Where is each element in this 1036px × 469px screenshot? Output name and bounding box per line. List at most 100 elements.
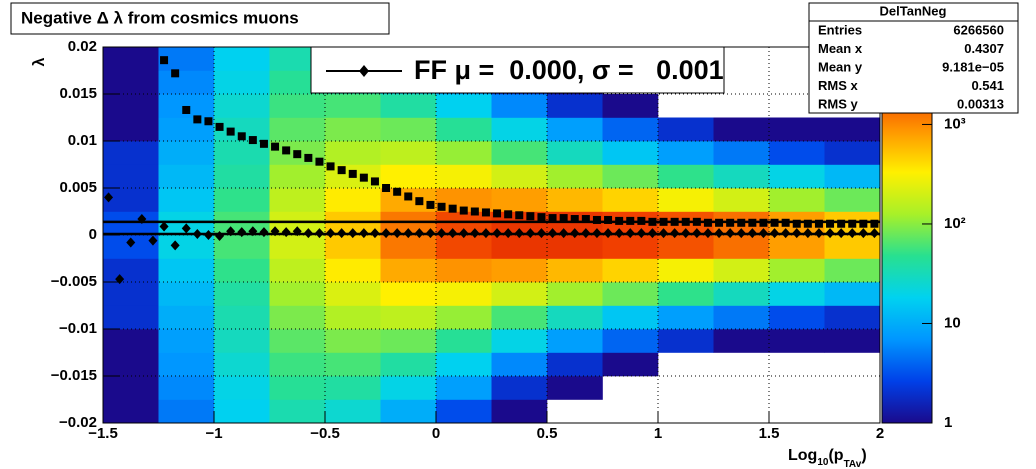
heatmap-cell <box>103 258 159 283</box>
heatmap-cell <box>103 211 159 236</box>
heatmap-cell <box>769 164 825 189</box>
heatmap-cell <box>214 235 270 259</box>
heatmap-cell <box>158 258 215 283</box>
heatmap-cell <box>325 329 381 353</box>
heatmap-cell <box>491 164 548 189</box>
diamond-marker <box>836 228 846 239</box>
diamond-marker <box>115 274 125 285</box>
heatmap-cell <box>658 141 714 165</box>
heatmap-cell <box>547 141 603 165</box>
square-marker <box>826 219 835 228</box>
heatmap-cell <box>380 329 437 353</box>
diamond-marker <box>781 228 791 239</box>
heatmap-cell <box>214 47 270 71</box>
square-marker <box>160 56 169 65</box>
square-marker <box>259 139 268 148</box>
square-marker <box>415 197 424 206</box>
heatmap-cell <box>214 94 270 118</box>
square-marker <box>171 69 180 78</box>
heatmap-cell <box>824 258 881 283</box>
diamond-marker <box>414 228 424 239</box>
heatmap-cell <box>269 399 326 424</box>
square-marker <box>537 213 546 222</box>
heatmap-cell <box>602 141 659 165</box>
y-tick-label: −0.02 <box>59 414 97 431</box>
square-marker <box>293 150 302 159</box>
square-marker <box>715 218 724 227</box>
diamond-marker <box>403 228 413 239</box>
z-tick-label: 1 <box>944 414 952 431</box>
heatmap-cell <box>491 188 548 212</box>
square-marker <box>393 187 402 196</box>
heatmap-cell <box>158 117 215 142</box>
heatmap-cell <box>269 94 326 118</box>
heatmap-cell <box>658 188 714 212</box>
z-tick-label: 10³ <box>944 115 966 132</box>
heatmap-cell <box>769 258 825 283</box>
heatmap-cell <box>103 70 159 95</box>
x-tick-label: 0.5 <box>537 425 558 442</box>
heatmap-cell <box>325 305 381 330</box>
heatmap-cell <box>824 305 881 330</box>
square-marker <box>681 217 690 226</box>
heatmap-cell <box>158 235 215 259</box>
heatmap-cell <box>380 282 437 306</box>
square-marker <box>737 218 746 227</box>
heatmap-cell <box>214 258 270 283</box>
square-marker <box>337 166 346 175</box>
square-marker <box>481 208 490 217</box>
heatmap-cell <box>602 258 659 283</box>
square-marker <box>237 132 246 141</box>
square-marker <box>526 212 535 221</box>
heatmap-cell <box>214 305 270 330</box>
heatmap-cell <box>658 329 714 353</box>
heatmap-cell <box>269 329 326 353</box>
heatmap-cell <box>103 164 159 189</box>
z-tick-label: 10² <box>944 215 966 232</box>
heatmap-cell <box>491 376 548 400</box>
heatmap-cell <box>158 329 215 353</box>
heatmap-cell <box>491 235 548 259</box>
heatmap-cell <box>658 235 714 259</box>
square-marker <box>781 218 790 227</box>
diamond-marker <box>215 230 225 241</box>
heatmap-cell <box>269 235 326 259</box>
diamond-marker <box>270 226 280 237</box>
heatmap-cell <box>325 141 381 165</box>
heatmap-cell <box>158 141 215 165</box>
heatmap-cell <box>325 235 381 259</box>
x-tick-label: −1.5 <box>88 425 118 442</box>
x-label-part: Log <box>788 447 817 464</box>
heatmap-cell <box>436 352 492 377</box>
heatmap-cell <box>214 188 270 212</box>
square-marker <box>703 218 712 227</box>
square-marker <box>282 146 291 155</box>
square-marker <box>570 215 579 224</box>
square-marker <box>182 105 191 114</box>
diamond-marker <box>381 228 391 239</box>
diamond-marker <box>814 228 824 239</box>
square-marker <box>759 218 768 227</box>
heatmap-cell <box>491 117 548 142</box>
heatmap-cell <box>103 188 159 212</box>
heatmap-cell <box>769 282 825 306</box>
square-marker <box>215 122 224 131</box>
heatmap-cell <box>103 117 159 142</box>
heatmap-cell <box>103 399 159 424</box>
stats-value: 0.00313 <box>957 96 1004 111</box>
x-label-part: (p <box>828 447 843 464</box>
stats-value: 0.541 <box>971 78 1004 93</box>
diamond-marker <box>725 228 735 239</box>
square-marker <box>382 184 391 192</box>
stats-label: Mean y <box>818 59 863 74</box>
diamond-marker <box>314 228 324 239</box>
heatmap-cell <box>824 117 881 142</box>
square-marker <box>348 169 357 178</box>
diamond-marker <box>747 228 757 239</box>
heatmap-cell <box>602 352 659 377</box>
heatmap-cell <box>491 258 548 283</box>
diamond-marker <box>126 237 136 248</box>
heatmap-cell <box>158 188 215 212</box>
heatmap-cell <box>380 235 437 259</box>
diamond-marker <box>514 228 524 239</box>
